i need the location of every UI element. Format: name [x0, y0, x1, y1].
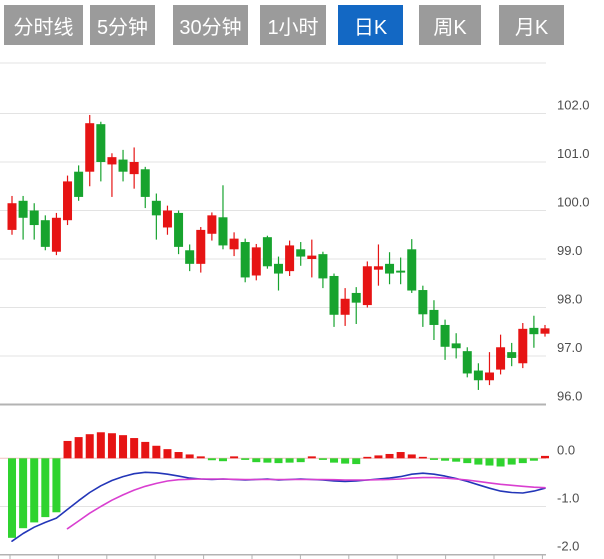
candle — [185, 244, 195, 272]
candle — [418, 285, 428, 327]
price-tick-label: 100.0 — [557, 195, 590, 210]
candle — [540, 324, 550, 337]
candle — [285, 240, 295, 276]
price-axis-labels: 102.0 101.0 100.0 99.0 98.0 97.0 96.0 — [557, 98, 590, 404]
price-tick-label: 101.0 — [557, 146, 590, 161]
candle — [407, 239, 417, 293]
candle — [140, 166, 150, 209]
tab-30min[interactable]: 30分钟 — [173, 5, 248, 45]
candle — [496, 334, 506, 375]
candle — [518, 323, 528, 369]
candle — [451, 333, 461, 359]
candle — [51, 212, 61, 256]
candle — [373, 244, 383, 286]
price-tick-label: 99.0 — [557, 243, 582, 258]
candle — [251, 243, 261, 281]
candle — [218, 185, 228, 250]
candle — [229, 232, 239, 257]
candle — [440, 319, 450, 360]
candle — [362, 261, 372, 308]
price-tick-label: 102.0 — [557, 98, 590, 113]
macd-axis-labels: 0.0 -1.0 -2.0 — [557, 442, 579, 553]
macd-tick-label: -1.0 — [557, 491, 579, 506]
candle — [473, 363, 483, 390]
candle — [385, 252, 395, 285]
candle — [429, 300, 439, 340]
candle — [307, 239, 317, 278]
candle — [484, 352, 494, 386]
candle — [207, 212, 217, 241]
candle — [96, 121, 106, 182]
macd-tick-label: -2.0 — [557, 539, 579, 554]
candle — [29, 203, 39, 240]
candle — [296, 242, 306, 266]
candle — [262, 235, 272, 269]
candle — [351, 287, 361, 324]
tab-monthly-k[interactable]: 月K — [499, 5, 564, 45]
candle — [196, 226, 206, 273]
candle — [107, 153, 117, 197]
candle — [329, 273, 339, 327]
candle — [396, 257, 406, 285]
candle — [340, 288, 350, 326]
candle — [18, 195, 28, 240]
candle — [129, 147, 139, 189]
candlestick-series — [7, 114, 550, 390]
tab-daily-k[interactable]: 日K — [338, 5, 403, 45]
candle — [7, 195, 17, 235]
candle — [274, 256, 283, 291]
tab-weekly-k[interactable]: 周K — [419, 5, 481, 45]
candle — [63, 175, 73, 226]
candle — [118, 149, 128, 182]
candle — [462, 347, 472, 378]
dea-line — [66, 476, 546, 530]
candle — [74, 165, 84, 201]
candle — [240, 238, 250, 283]
price-tick-label: 98.0 — [557, 292, 582, 307]
macd-histogram — [8, 432, 549, 538]
candle — [318, 251, 328, 289]
candle — [174, 210, 184, 255]
candle — [507, 342, 517, 367]
price-tick-label: 96.0 — [557, 389, 582, 404]
macd-tick-label: 0.0 — [557, 442, 575, 457]
macd-gridlines — [0, 457, 546, 556]
candle — [85, 114, 95, 187]
tab-1hour[interactable]: 1小时 — [260, 5, 326, 45]
candle — [151, 193, 161, 240]
candle — [40, 215, 50, 251]
tab-timeline[interactable]: 分时线 — [4, 5, 83, 45]
price-tick-label: 97.0 — [557, 340, 582, 355]
candle — [162, 205, 172, 235]
period-tabbar: 分时线 5分钟 30分钟 1小时 日K 周K 月K — [0, 5, 564, 45]
candle — [529, 315, 539, 348]
tab-5min[interactable]: 5分钟 — [90, 5, 155, 45]
